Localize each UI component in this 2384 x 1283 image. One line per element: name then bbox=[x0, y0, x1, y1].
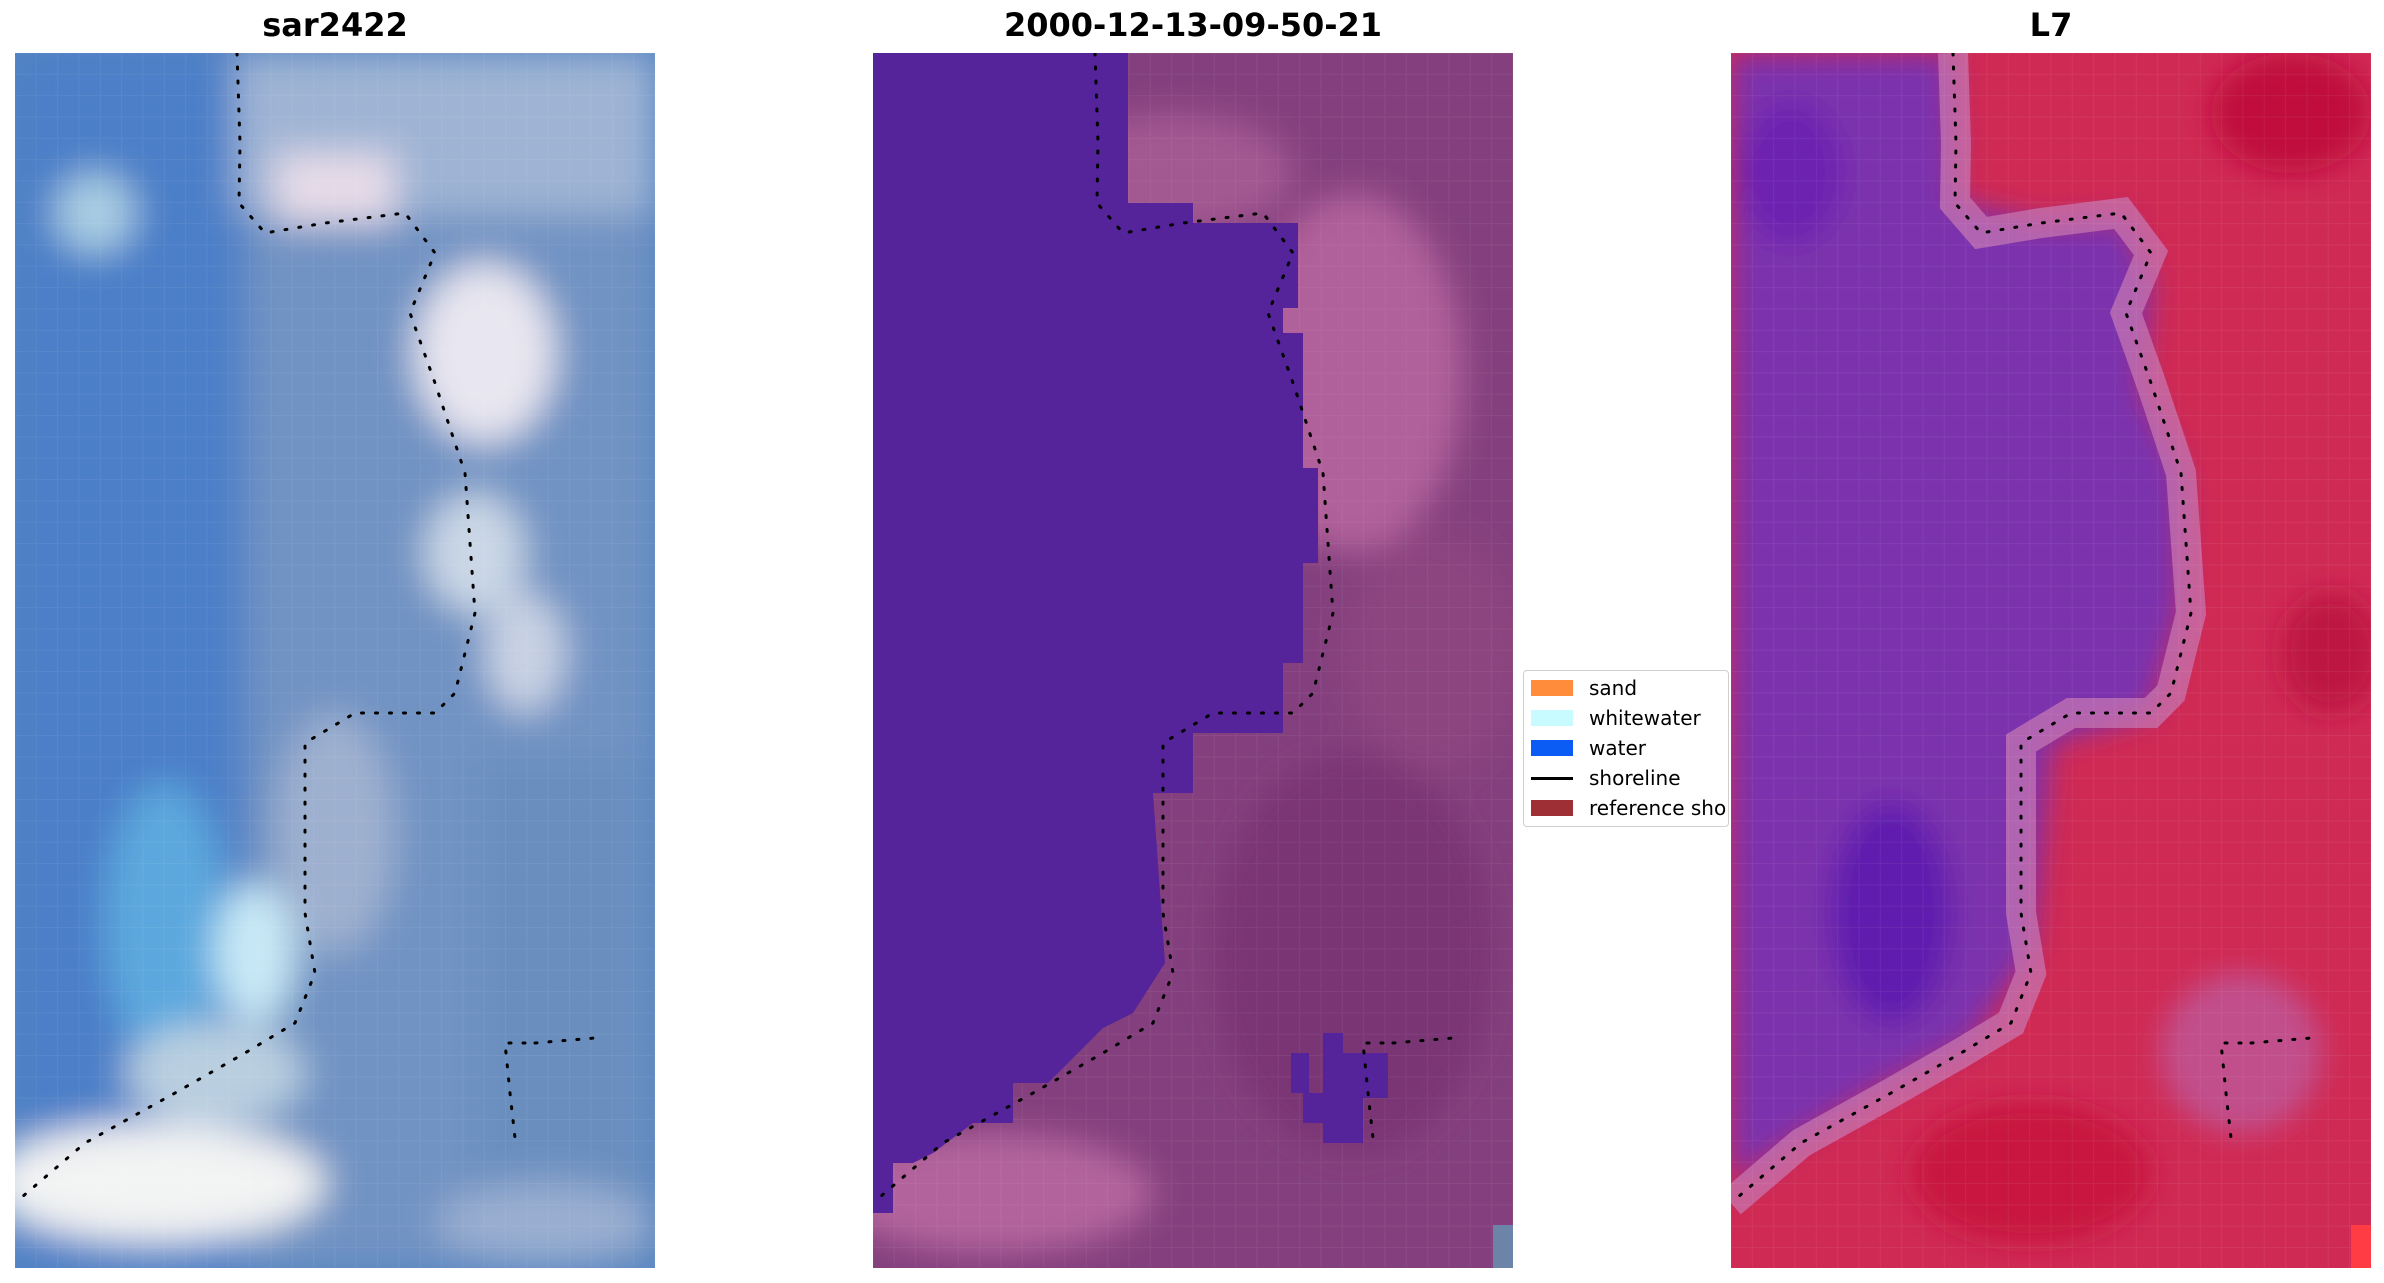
shoreline-rgb bbox=[15, 53, 597, 1205]
legend-label-shoreline: shoreline bbox=[1589, 766, 1681, 790]
legend-item-sand: sand bbox=[1531, 676, 1637, 700]
sand-swatch bbox=[1531, 680, 1573, 696]
mndwi-image-panel bbox=[1731, 53, 2371, 1268]
water-class-region bbox=[873, 53, 1318, 1213]
legend: sand whitewater water shoreline referenc… bbox=[1523, 670, 1729, 827]
mndwi-image bbox=[1731, 53, 2371, 1268]
classified-image bbox=[873, 53, 1513, 1268]
shoreline-mndwi bbox=[1731, 53, 2313, 1205]
panel-title-classified: 2000-12-13-09-50-21 bbox=[1003, 6, 1383, 44]
legend-label-sand: sand bbox=[1589, 676, 1638, 700]
legend-label-water: water bbox=[1589, 736, 1646, 760]
legend-item-water: water bbox=[1531, 736, 1646, 760]
water-swatch bbox=[1531, 740, 1573, 756]
shoreline-swatch bbox=[1531, 776, 1573, 780]
rgb-satellite-image bbox=[15, 53, 655, 1268]
reference-shoreline-swatch bbox=[1531, 800, 1573, 816]
legend-item-shoreline: shoreline bbox=[1531, 766, 1681, 790]
water-class-patch bbox=[1303, 1053, 1388, 1143]
rgb-image-panel bbox=[15, 53, 655, 1268]
legend-label-reference-shoreline: reference shoreline buffer bbox=[1589, 796, 1728, 820]
panel-title-rgb: sar2422 bbox=[262, 6, 408, 44]
legend-item-reference-shoreline: reference shoreline buffer bbox=[1531, 796, 1728, 820]
legend-item-whitewater: whitewater bbox=[1531, 706, 1701, 730]
whitewater-swatch bbox=[1531, 710, 1573, 726]
legend-label-whitewater: whitewater bbox=[1589, 706, 1701, 730]
classified-image-panel bbox=[873, 53, 1513, 1268]
panel-title-mndwi: L7 bbox=[2029, 6, 2073, 44]
shoreline-classified bbox=[873, 53, 1455, 1205]
